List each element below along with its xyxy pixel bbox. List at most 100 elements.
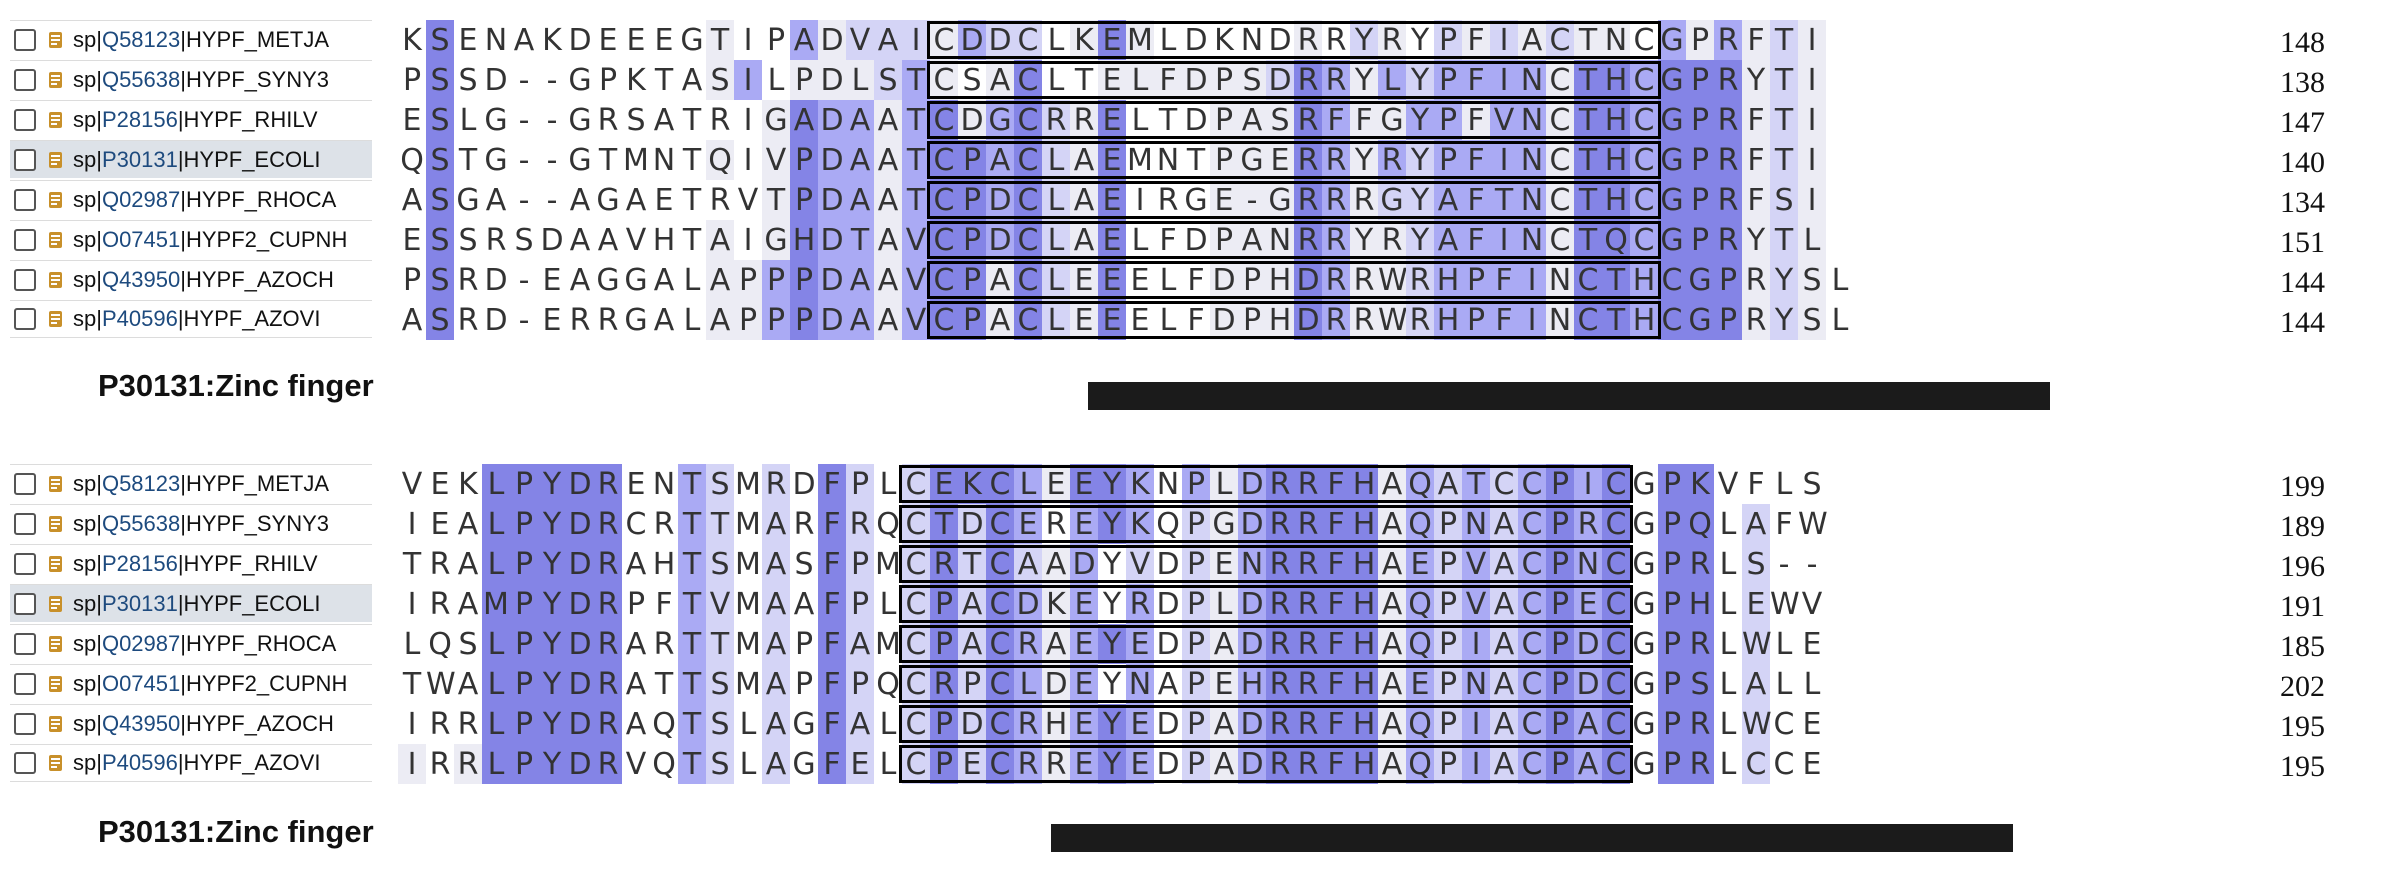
row-checkbox[interactable] — [14, 68, 36, 91]
sequence-label[interactable]: sp|P30131|HYPF_ECOLI — [10, 140, 372, 178]
sequence-label[interactable]: sp|Q02987|HYPF_RHOCA — [10, 624, 372, 662]
accession-link[interactable]: Q58123 — [101, 470, 181, 496]
residue: V — [1490, 100, 1518, 140]
accession-link[interactable]: Q58123 — [101, 26, 181, 52]
residue: V — [1717, 467, 1739, 502]
sequence-label[interactable]: sp|P28156|HYPF_RHILV — [10, 544, 372, 582]
row-checkbox[interactable] — [14, 228, 36, 251]
db-prefix: sp| — [73, 186, 102, 212]
residue: P — [1434, 20, 1462, 60]
sequence-label[interactable]: sp|P30131|HYPF_ECOLI — [10, 584, 372, 622]
residue: P — [1546, 624, 1574, 664]
residue: D — [818, 140, 846, 180]
residue: R — [1294, 624, 1322, 664]
row-checkbox[interactable] — [14, 752, 36, 774]
database-icon — [48, 513, 63, 535]
sequence-label[interactable]: sp|P28156|HYPF_RHILV — [10, 100, 372, 138]
row-checkbox[interactable] — [14, 148, 36, 171]
row-checkbox[interactable] — [14, 108, 36, 131]
accession-link[interactable]: Q55638 — [101, 510, 181, 536]
residue: S — [706, 744, 734, 784]
sequence-label[interactable]: sp|Q43950|HYPF_AZOCH — [10, 260, 372, 298]
residue-end-number: 151 — [2280, 226, 2325, 259]
residue: C — [1518, 744, 1546, 784]
residue: G — [568, 143, 592, 178]
zinc-finger-feature-bar[interactable] — [1088, 382, 2050, 410]
accession-link[interactable]: P30131 — [101, 590, 178, 616]
residue: Y — [1102, 587, 1122, 622]
residue: D — [958, 100, 986, 140]
database-icon — [48, 229, 63, 251]
accession-link[interactable]: P28156 — [101, 550, 178, 576]
sequence-label[interactable]: sp|Q43950|HYPF_AZOCH — [10, 704, 372, 742]
row-checkbox[interactable] — [14, 188, 36, 211]
residue: N — [1546, 260, 1574, 300]
residue: C — [1546, 100, 1574, 140]
residue: L — [846, 60, 874, 100]
residue: P — [1434, 60, 1462, 100]
row-checkbox[interactable] — [14, 672, 36, 695]
residue: P — [958, 260, 986, 300]
row-checkbox[interactable] — [14, 712, 36, 735]
accession-link[interactable]: O07451 — [101, 670, 181, 696]
accession-link[interactable]: Q02987 — [101, 186, 181, 212]
accession-link[interactable]: P40596 — [101, 750, 178, 775]
residue: A — [401, 183, 423, 218]
residue: D — [1266, 60, 1294, 100]
residue: H — [1238, 664, 1266, 704]
row-checkbox[interactable] — [14, 552, 36, 575]
row-checkbox[interactable] — [14, 268, 36, 291]
residue: Y — [538, 584, 566, 624]
accession-link[interactable]: Q43950 — [101, 266, 181, 292]
accession-link[interactable]: Q55638 — [101, 66, 181, 92]
residue: C — [1014, 20, 1042, 60]
sequence-label[interactable]: sp|Q58123|HYPF_METJA — [10, 20, 372, 58]
row-checkbox[interactable] — [14, 472, 36, 495]
accession-link[interactable]: Q43950 — [101, 710, 181, 736]
sequence-label[interactable]: sp|P40596|HYPF_AZOVI — [10, 744, 372, 782]
residue: G — [1658, 20, 1686, 60]
accession-link[interactable]: P30131 — [101, 146, 178, 172]
residue: G — [1238, 140, 1266, 180]
residue: Q — [1406, 744, 1434, 784]
residue: T — [682, 143, 702, 178]
sequence-label[interactable]: sp|Q55638|HYPF_SYNY3 — [10, 60, 372, 98]
accession-link[interactable]: Q02987 — [101, 630, 181, 656]
zinc-finger-feature-bar[interactable] — [1051, 824, 2013, 852]
residue: T — [678, 544, 706, 584]
residue: P — [958, 220, 986, 260]
residue: R — [429, 547, 451, 582]
sequence-label[interactable]: sp|P40596|HYPF_AZOVI — [10, 300, 372, 338]
residue: I — [1798, 60, 1826, 100]
entry-name: |HYPF2_CUPNH — [180, 226, 348, 252]
row-checkbox[interactable] — [14, 28, 36, 51]
sequence-label[interactable]: sp|O07451|HYPF2_CUPNH — [10, 220, 372, 258]
residue: L — [482, 544, 510, 584]
residue: P — [1686, 100, 1714, 140]
residue: D — [566, 744, 594, 784]
accession-link[interactable]: P40596 — [101, 306, 178, 331]
row-checkbox[interactable] — [14, 512, 36, 535]
residue: D — [818, 180, 846, 220]
row-checkbox[interactable] — [14, 632, 36, 655]
residue: G — [1658, 180, 1686, 220]
accession-link[interactable]: O07451 — [101, 226, 181, 252]
accession-link[interactable]: P28156 — [101, 106, 178, 132]
residue: T — [678, 744, 706, 784]
row-checkbox[interactable] — [14, 308, 36, 330]
database-icon — [48, 473, 63, 495]
sequence-label[interactable]: sp|Q02987|HYPF_RHOCA — [10, 180, 372, 218]
residue: W — [1770, 587, 1800, 622]
residue: R — [457, 263, 479, 298]
residue: T — [682, 223, 702, 258]
row-checkbox[interactable] — [14, 592, 36, 615]
residue: A — [1070, 180, 1098, 220]
sequence-label[interactable]: sp|Q55638|HYPF_SYNY3 — [10, 504, 372, 542]
db-prefix: sp| — [73, 106, 102, 132]
database-icon — [48, 109, 63, 131]
residue: A — [762, 744, 790, 784]
sequence-label[interactable]: sp|Q58123|HYPF_METJA — [10, 464, 372, 502]
residue: R — [1714, 180, 1742, 220]
residue: R — [569, 303, 591, 338]
sequence-label[interactable]: sp|O07451|HYPF2_CUPNH — [10, 664, 372, 702]
